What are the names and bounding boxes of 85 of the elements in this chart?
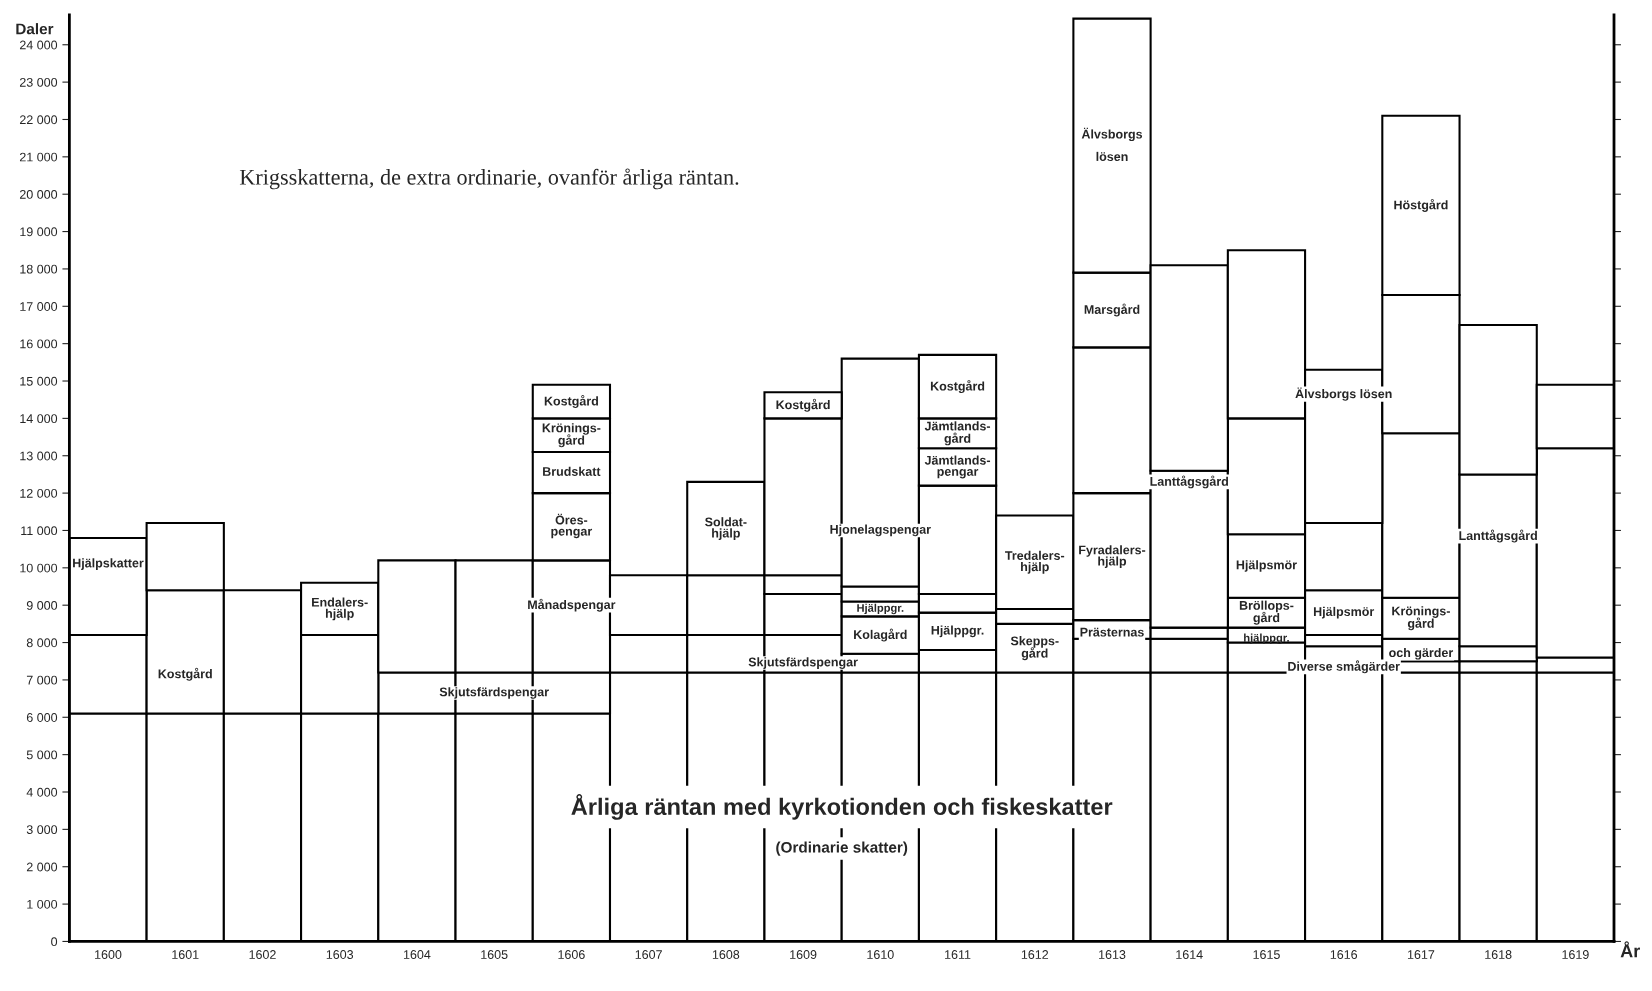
series-label: Krönings- gård (542, 423, 601, 448)
series-label: Fyradalers- hjälp (1079, 545, 1146, 569)
y-tick-label: 24 000 (19, 40, 58, 50)
x-axis-title: År (1620, 941, 1640, 958)
x-tick-label: 1606 (558, 950, 585, 959)
x-tick-label: 1602 (249, 950, 276, 959)
series-label: Hjälpskatter (73, 558, 144, 570)
series-label: Brudskatt (543, 466, 601, 476)
series-label: Kolagård (854, 628, 907, 642)
x-tick-label: 1612 (1021, 950, 1049, 959)
series-label: Hjonelagspengar (830, 524, 931, 537)
series-label: och gärder (1389, 647, 1454, 660)
x-tick-label: 1613 (1099, 950, 1126, 959)
series-label: Älvsborgs lösen (1295, 387, 1392, 401)
series-label: Kostgård (158, 667, 212, 681)
x-tick-label: 1619 (1562, 950, 1589, 959)
series-label: Hjälppgr. (931, 625, 984, 638)
series-label: Diverse smågärder (1288, 660, 1400, 674)
series-label: Öres- pengar (551, 513, 593, 539)
y-tick-label: 10 000 (20, 563, 58, 573)
series-label: Årliga räntan med kyrkotionden och fiskeskatter (571, 794, 1113, 820)
series-label: Hjälpsmör (1313, 606, 1375, 619)
y-tick-label: 2 000 (26, 862, 58, 872)
y-tick-label: 21 000 (19, 152, 58, 162)
x-tick-label: 1608 (712, 950, 740, 959)
x-tick-label: 1609 (790, 950, 817, 959)
y-tick-label: 20 000 (19, 190, 58, 199)
series-label: Älvsborgs lösen (1081, 127, 1143, 162)
series-label: Endalers- hjälp (312, 597, 368, 621)
y-tick-label: 3 000 (26, 825, 58, 835)
y-tick-label: 16 000 (20, 339, 58, 349)
annotation: (Ordinarie skatter) (776, 841, 908, 856)
series-label: Krönings- gård (1392, 606, 1450, 631)
series-label: Skjutsfärdspengar (439, 687, 549, 699)
x-tick-label: 1615 (1253, 950, 1280, 959)
y-tick-label: 13 000 (20, 451, 58, 461)
y-tick-label: 19 000 (20, 227, 58, 237)
y-tick-label: 9 000 (26, 600, 58, 610)
y-tick-label: 1 000 (27, 899, 58, 909)
y-tick-label: 7 000 (26, 675, 58, 685)
y-tick-label: 17 000 (20, 302, 58, 311)
series-label: Skepps- gård (1010, 636, 1059, 661)
y-tick-label: 6 000 (26, 713, 58, 722)
series-label: Månadspengar (528, 598, 616, 612)
x-tick-label: 1607 (635, 950, 662, 959)
series-label: Höstgård (1394, 198, 1448, 212)
x-tick-label: 1616 (1330, 950, 1358, 959)
series-label: Bröllops- gård (1239, 600, 1294, 625)
x-tick-label: 1603 (326, 950, 354, 959)
series-label: Jämtlands- pengar (924, 455, 991, 479)
x-tick-label: 1611 (945, 950, 971, 959)
y-tick-label: 11 000 (21, 526, 58, 536)
y-tick-label: 15 000 (20, 376, 58, 386)
y-axis-title: Daler (16, 23, 54, 35)
x-tick-label: 1601 (172, 950, 199, 959)
y-tick-label: 12 000 (20, 488, 58, 498)
x-tick-label: 1600 (95, 950, 122, 959)
x-tick-label: 1617 (1407, 950, 1435, 959)
series-label: Jämtlands- gård (924, 421, 991, 446)
y-tick-label: 5 000 (26, 750, 58, 760)
series-label: Kostgård (544, 395, 598, 409)
x-tick-label: 1604 (403, 950, 431, 959)
series-label: Hjälppgr. (857, 603, 904, 615)
y-tick-label: 8 000 (26, 638, 58, 648)
x-tick-label: 1618 (1485, 950, 1512, 959)
x-tick-label: 1614 (1176, 950, 1203, 959)
series-label: Kostgård (776, 398, 830, 412)
y-tick-label: 0 (51, 937, 58, 947)
x-tick-label: 1605 (481, 950, 508, 959)
y-tick-label: 23 000 (19, 77, 58, 87)
y-tick-label: 14 000 (20, 414, 58, 424)
text: Krigsskatterna, de extra ordinarie, ovanför årliga räntan. (239, 168, 739, 190)
y-tick-label: 22 000 (19, 115, 58, 125)
y-tick-label: 18 000 (20, 264, 58, 274)
series-label: Soldat- hjälp (705, 517, 747, 541)
series-label: Lanttågsgård (1150, 475, 1228, 489)
series-label: Prästernas (1080, 627, 1144, 637)
y-tick-label: 4 000 (26, 787, 58, 797)
series-label: Lanttågsgård (1459, 529, 1537, 543)
series-label: Kostgård (930, 380, 985, 394)
series-label: Hjälpsmör (1236, 560, 1297, 572)
series-label: Marsgård (1084, 303, 1140, 317)
x-tick-label: 1610 (867, 950, 894, 959)
series-label: Skjutsfärdspengar (748, 657, 858, 669)
series-label: Tredalers- hjälp (1005, 550, 1065, 574)
